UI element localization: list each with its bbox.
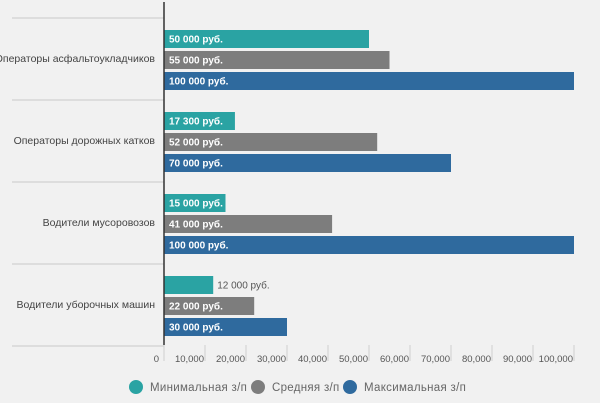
bar [164, 236, 574, 254]
category-labels: Операторы асфальтоукладчиков Операторы до… [0, 53, 155, 311]
x-tick-label: 100,000 [539, 354, 573, 365]
legend-label: Средняя з/п [272, 382, 340, 394]
bar [164, 297, 255, 315]
bar [164, 72, 574, 90]
bar-data-label: 17 300 руб. [169, 116, 223, 128]
bar-data-label: 12 000 руб. [217, 280, 269, 292]
bar [164, 318, 287, 336]
bar [164, 51, 390, 69]
bar [164, 112, 235, 130]
bar-data-label: 15 000 руб. [169, 198, 223, 210]
bar-data-label: 55 000 руб. [169, 55, 223, 67]
x-tick-label: 80,000 [462, 354, 491, 365]
x-tick-label: 20,000 [216, 354, 245, 365]
x-axis: 0 10,000 20,000 30,000 40,000 50,000 60,000 70,… [154, 2, 575, 365]
legend-label: Максимальная з/п [364, 382, 466, 394]
category-label: Водители уборочных машин [17, 299, 156, 311]
category-label: Операторы дорожных катков [14, 135, 156, 147]
x-tick-label: 70,000 [421, 354, 450, 365]
category-label: Операторы асфальтоукладчиков [0, 53, 155, 65]
legend[interactable]: Минимальная з/п Средняя з/п Максимальная з… [129, 380, 466, 394]
legend-item[interactable]: Минимальная з/п [129, 380, 247, 394]
bars-group: 50 000 руб. 55 000 руб. 100 000 руб. 17 300… [164, 30, 574, 336]
bar-data-label: 70 000 руб. [169, 158, 223, 170]
bar [164, 215, 333, 233]
x-tick-label: 90,000 [503, 354, 532, 365]
category-label: Водители мусоровозов [43, 217, 156, 229]
legend-item[interactable]: Средняя з/п [251, 380, 340, 394]
x-tick-label: 30,000 [257, 354, 286, 365]
bar-data-label: 22 000 руб. [169, 301, 223, 313]
legend-swatch [343, 380, 357, 394]
bar-data-label: 52 000 руб. [169, 137, 223, 149]
bar [164, 276, 214, 294]
x-tick-label: 40,000 [298, 354, 327, 365]
bar-data-label: 30 000 руб. [169, 322, 223, 334]
category-separators [12, 17, 164, 347]
bar [164, 194, 226, 212]
x-tick-label: 0 [154, 354, 159, 365]
bar-data-label: 100 000 руб. [169, 76, 229, 88]
legend-item[interactable]: Максимальная з/п [343, 380, 466, 394]
legend-swatch [251, 380, 265, 394]
bar-data-label: 100 000 руб. [169, 240, 229, 252]
x-tick-label: 10,000 [175, 354, 204, 365]
x-tick-label: 60,000 [380, 354, 409, 365]
bar-data-label: 41 000 руб. [169, 219, 223, 231]
legend-label: Минимальная з/п [150, 382, 247, 394]
bar [164, 30, 369, 48]
bar [164, 133, 378, 151]
x-tick-label: 50,000 [339, 354, 368, 365]
legend-swatch [129, 380, 143, 394]
bar-data-label: 50 000 руб. [169, 34, 223, 46]
bar [164, 154, 451, 172]
